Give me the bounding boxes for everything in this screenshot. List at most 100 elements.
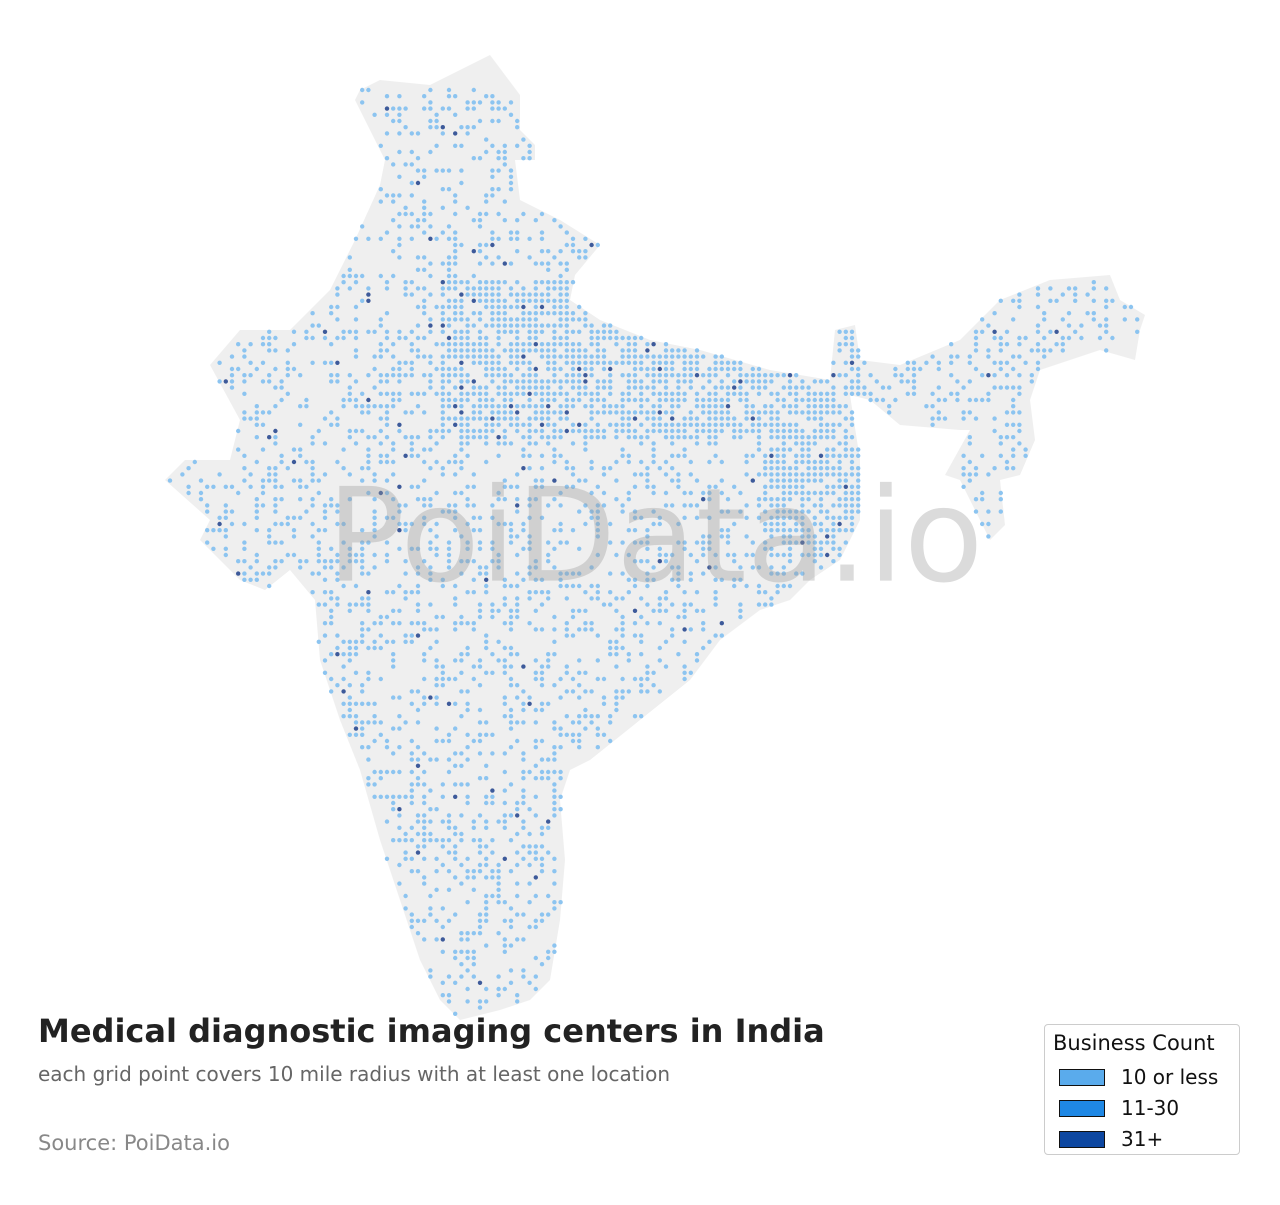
grid-point: [756, 590, 762, 595]
grid-point: [515, 993, 520, 998]
grid-point: [211, 528, 216, 533]
grid-point: [521, 769, 526, 775]
grid-point: [521, 577, 526, 582]
grid-point: [446, 825, 452, 830]
grid-point: [415, 546, 421, 551]
grid-point: [515, 249, 520, 254]
grid-point: [552, 304, 557, 310]
grid-point: [527, 831, 532, 837]
grid-point: [521, 404, 526, 409]
grid-point: [539, 776, 545, 781]
grid-point: [484, 999, 489, 1004]
grid-point: [564, 627, 569, 632]
grid-point: [998, 385, 1003, 390]
grid-point: [763, 379, 768, 384]
grid-point: [397, 726, 402, 731]
grid-point: [521, 689, 526, 694]
grid-point: [763, 602, 768, 607]
grid-point: [831, 453, 836, 458]
grid-point: [223, 509, 228, 514]
grid-point: [732, 583, 737, 589]
grid-point: [508, 707, 514, 713]
grid-point: [391, 590, 396, 595]
grid-point: [409, 391, 414, 396]
grid-point: [546, 422, 551, 427]
grid-point: [527, 311, 532, 316]
grid-point: [769, 459, 774, 465]
grid-point: [372, 366, 377, 372]
grid-point: [775, 422, 780, 427]
grid-point: [787, 373, 793, 378]
grid-point: [428, 87, 433, 93]
grid-point: [434, 366, 439, 372]
grid-point: [508, 422, 514, 427]
grid-point: [620, 540, 625, 545]
grid-point: [391, 249, 396, 254]
grid-point: [341, 521, 346, 527]
grid-point: [719, 490, 724, 496]
grid-point: [291, 515, 297, 520]
grid-point: [688, 490, 693, 496]
grid-point: [422, 751, 427, 756]
grid-point: [502, 949, 507, 954]
grid-point: [198, 497, 204, 502]
grid-point: [632, 540, 638, 545]
grid-point: [415, 131, 421, 136]
grid-point: [298, 484, 303, 489]
grid-point: [1042, 335, 1047, 341]
grid-point: [384, 856, 390, 861]
grid-point: [812, 546, 817, 551]
grid-point: [515, 893, 520, 899]
grid-point: [422, 373, 427, 378]
grid-point: [713, 391, 718, 396]
grid-point: [329, 304, 334, 310]
grid-point: [967, 379, 972, 384]
grid-point: [428, 528, 433, 533]
grid-point: [856, 366, 861, 372]
grid-point: [391, 441, 396, 446]
grid-point: [521, 348, 526, 353]
grid-point: [440, 862, 445, 868]
grid-point: [335, 652, 340, 657]
grid-point: [595, 509, 600, 514]
grid-point: [546, 360, 551, 365]
grid-point: [694, 590, 700, 595]
grid-point: [837, 478, 842, 483]
grid-point: [843, 335, 848, 341]
grid-point: [508, 869, 514, 874]
grid-point: [471, 838, 476, 843]
grid-point: [471, 887, 476, 892]
grid-point: [682, 373, 687, 378]
grid-point: [539, 397, 545, 403]
grid-point: [787, 484, 793, 489]
grid-point: [701, 428, 706, 434]
grid-point: [645, 571, 650, 576]
grid-point: [639, 614, 644, 620]
grid-point: [657, 397, 662, 403]
grid-point: [490, 546, 495, 551]
grid-point: [434, 428, 439, 434]
grid-point: [360, 627, 365, 632]
grid-point: [676, 652, 681, 657]
grid-point: [930, 422, 935, 427]
grid-point: [558, 224, 563, 229]
grid-point: [422, 652, 427, 657]
grid-point: [961, 385, 966, 390]
grid-point: [217, 379, 222, 384]
grid-point: [360, 633, 365, 638]
grid-point: [663, 608, 669, 613]
grid-point: [384, 559, 390, 564]
grid-point: [391, 800, 396, 806]
grid-point: [663, 596, 669, 601]
grid-point: [409, 162, 414, 167]
grid-point: [1011, 447, 1016, 452]
grid-point: [632, 379, 638, 384]
grid-point: [521, 937, 526, 942]
grid-point: [496, 565, 501, 570]
grid-point: [533, 484, 538, 489]
grid-point: [1085, 311, 1090, 316]
grid-point: [818, 453, 824, 458]
grid-point: [552, 652, 557, 657]
grid-point: [428, 466, 433, 471]
grid-point: [570, 428, 576, 434]
